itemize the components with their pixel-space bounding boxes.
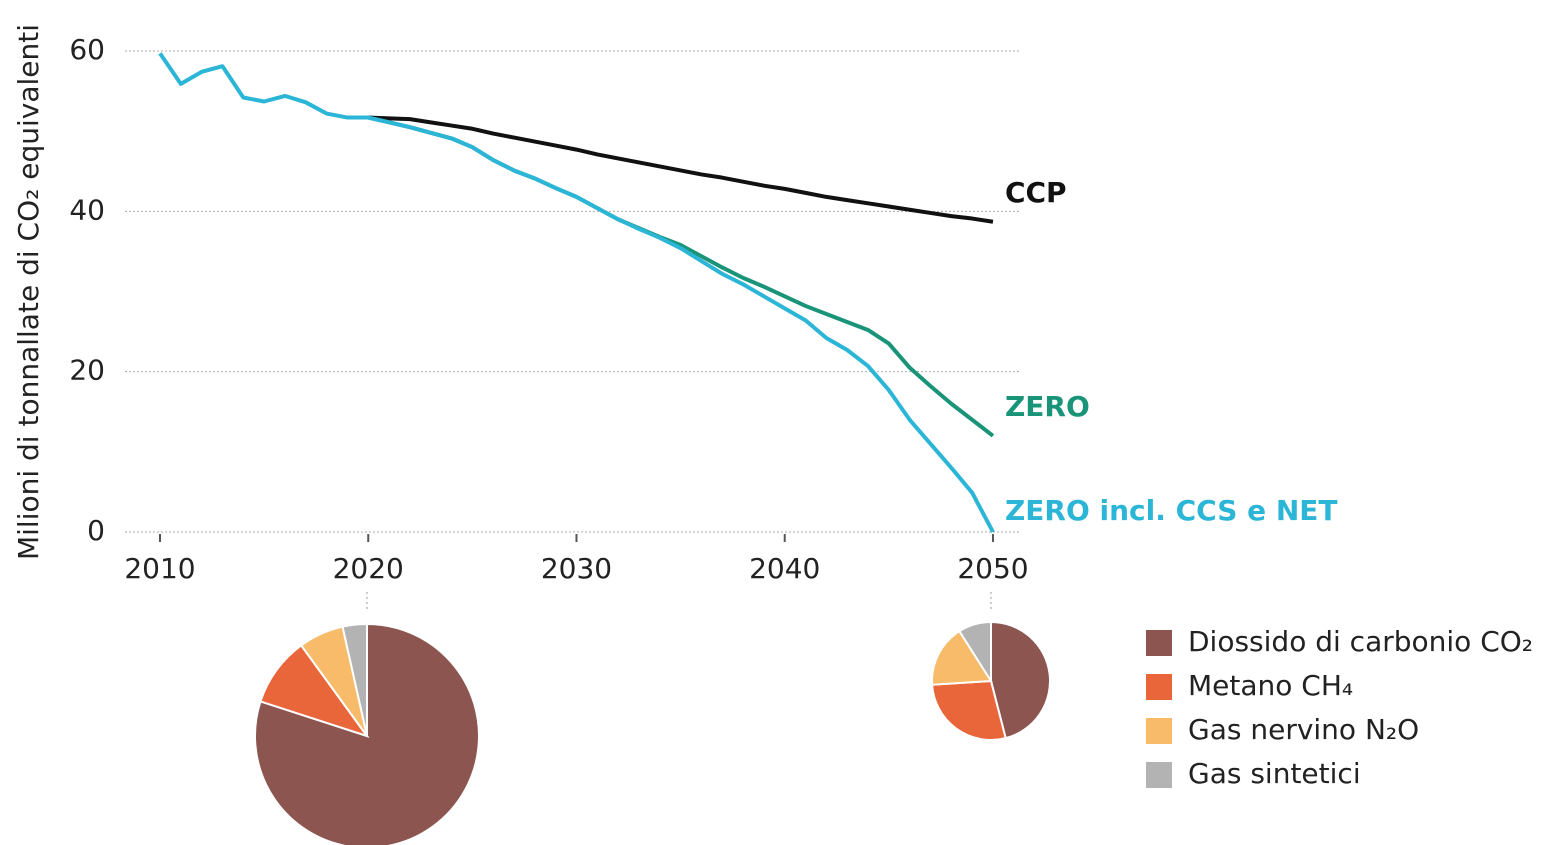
series-label: CCP [1005, 176, 1067, 209]
pie-slice [990, 620, 1051, 740]
x-tick-label: 2010 [124, 552, 195, 585]
series-line [367, 115, 995, 438]
x-tick-label: 2050 [957, 552, 1028, 585]
x-tick-label: 2020 [333, 552, 404, 585]
x-tick-label: 2040 [749, 552, 820, 585]
legend-swatch [1146, 718, 1172, 744]
legend-swatch [1146, 762, 1172, 788]
y-tick-label: 0 [87, 514, 105, 547]
legend-label: Diossido di carbonio CO₂ [1188, 625, 1533, 658]
legend-swatch [1146, 630, 1172, 656]
series-label: ZERO incl. CCS e NET [1005, 494, 1338, 527]
x-tick-label: 2030 [541, 552, 612, 585]
legend-label: Gas nervino N₂O [1188, 713, 1419, 746]
y-tick-label: 20 [69, 354, 105, 387]
y-tick-label: 60 [69, 33, 105, 66]
series-label: ZERO [1005, 390, 1090, 423]
pie-slice [931, 679, 1007, 741]
pie-slice [958, 620, 992, 685]
y-tick-label: 40 [69, 193, 105, 226]
series-line [158, 52, 995, 533]
pie-slice [341, 622, 368, 737]
legend-swatch [1146, 674, 1172, 700]
y-axis-label: Milioni di tonnallate di CO₂ equivalenti [12, 24, 45, 560]
pie-slice [931, 629, 993, 686]
legend-label: Metano CH₄ [1188, 669, 1353, 702]
legend-label: Gas sintetici [1188, 757, 1361, 790]
series-line [368, 115, 994, 224]
